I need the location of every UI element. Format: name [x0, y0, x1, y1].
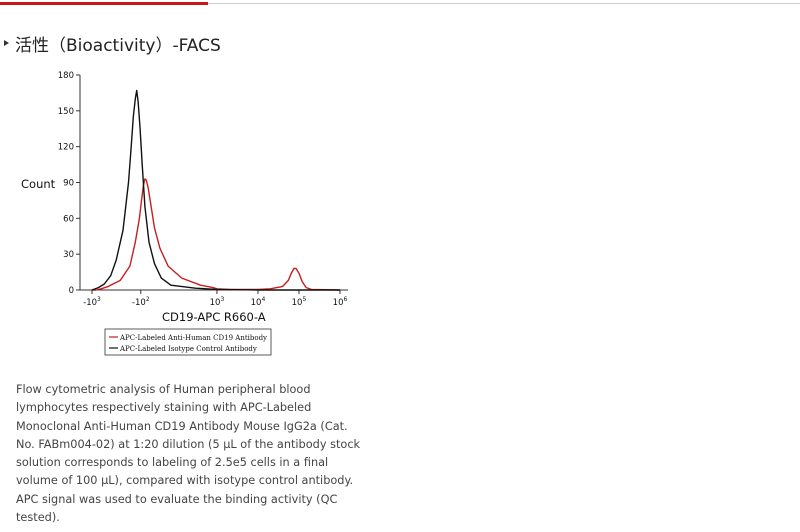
x-axis-label: CD19-APC R660-A	[162, 310, 266, 324]
x-tick-label: 105	[292, 296, 307, 308]
triangle-bullet-icon	[4, 40, 9, 46]
y-axis: 0 30 60 90 120 150 180	[58, 71, 80, 296]
section-title: 活性（Bioactivity）-FACS	[15, 36, 221, 56]
x-tick-label: 106	[333, 296, 348, 308]
legend: APC-Labeled Anti-Human CD19 Antibody APC…	[104, 328, 272, 356]
series-layer	[91, 89, 341, 291]
facs-histogram-chart: Count 0 30 60 90 120 150 180 -103 -102 103 104 105…	[21, 71, 348, 356]
series-line-cd19	[92, 178, 341, 291]
figure-caption: Flow cytometric analysis of Human periph…	[16, 383, 361, 525]
y-tick-label: 30	[63, 250, 74, 260]
y-tick-label: 60	[63, 214, 74, 224]
series-line-isotype	[91, 89, 340, 291]
y-axis-label: Count	[21, 177, 56, 191]
y-tick-label: 180	[58, 71, 74, 81]
y-tick-label: 0	[69, 286, 74, 296]
y-tick-label: 120	[58, 143, 74, 153]
top-rule-accent	[0, 2, 208, 5]
x-tick-label: 103	[210, 296, 225, 308]
y-tick-label: 150	[58, 107, 74, 117]
x-axis: -103 -102 103 104 105 106	[83, 290, 348, 308]
legend-label-cd19: APC-Labeled Anti-Human CD19 Antibody	[119, 334, 267, 342]
top-rule	[0, 3, 800, 4]
y-tick-label: 90	[63, 179, 74, 189]
legend-label-isotype: APC-Labeled Isotype Control Antibody	[119, 345, 257, 353]
x-tick-label: -102	[132, 296, 150, 308]
x-tick-label: -103	[83, 296, 101, 308]
x-tick-label: 104	[251, 296, 266, 308]
